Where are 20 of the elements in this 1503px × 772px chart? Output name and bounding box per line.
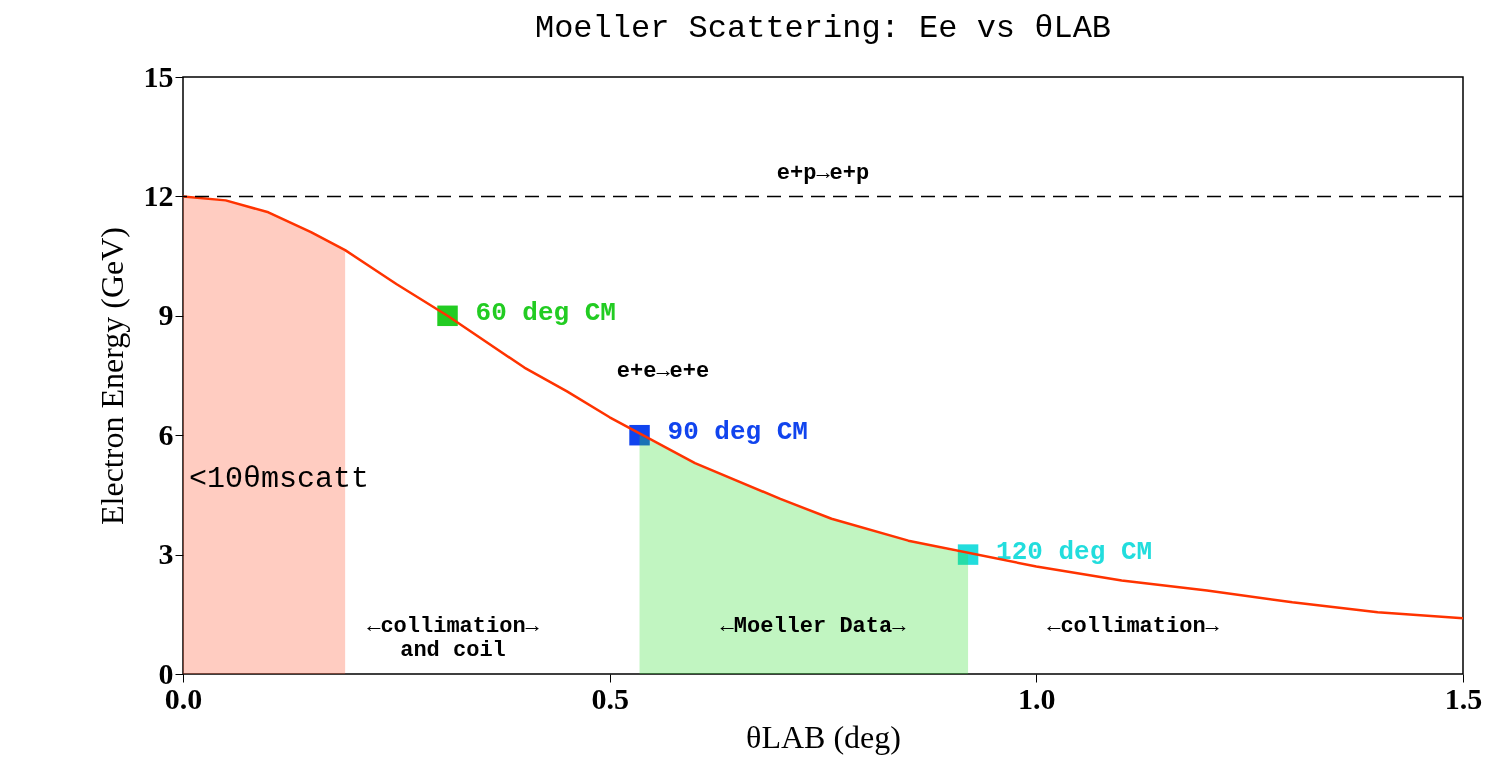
- y-tick-label: 15: [143, 59, 174, 93]
- x-tick-label: 0.5: [591, 681, 629, 715]
- y-tick-label: 6: [158, 417, 174, 451]
- annotation: ←collimation→: [1047, 614, 1220, 639]
- y-tick-label: 9: [158, 298, 174, 332]
- annotation: ←Moeller Data→: [720, 614, 907, 639]
- chart-title: Moeller Scattering: Ee vs θLAB: [534, 10, 1112, 47]
- series-label: 60 deg CM: [475, 297, 616, 328]
- series-label: 90 deg CM: [667, 417, 808, 448]
- y-axis-title: Electron Energy (GeV): [93, 227, 130, 525]
- y-tick-label: 3: [158, 537, 174, 571]
- annotation: e+e→e+e: [616, 359, 710, 384]
- x-tick-label: 1.5: [1444, 681, 1483, 715]
- x-axis-title: θLAB (deg): [746, 718, 901, 755]
- x-tick-label: 1.0: [1018, 681, 1056, 715]
- y-tick-label: 12: [143, 178, 174, 212]
- annotation: ←collimation→ and coil: [367, 614, 540, 663]
- ref-line-label: e+p→e+p: [776, 161, 870, 187]
- series-label: 120 deg CM: [996, 536, 1153, 567]
- annotation: <10θmscatt: [189, 462, 370, 496]
